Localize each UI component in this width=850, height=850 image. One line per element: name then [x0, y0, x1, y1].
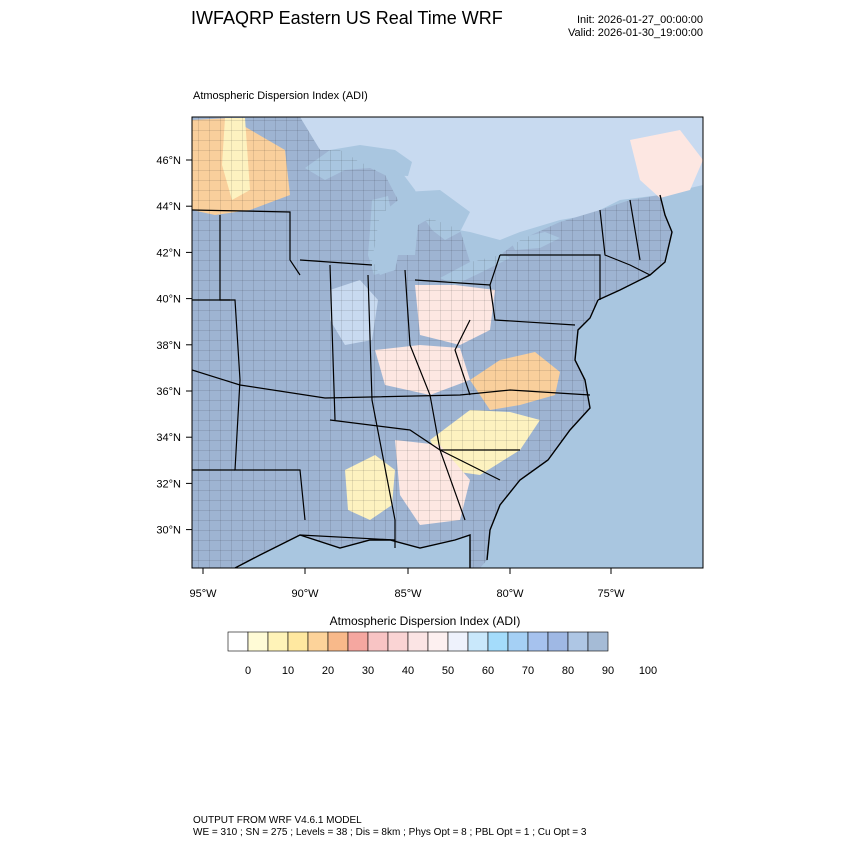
model-info-line-2: WE = 310 ; SN = 275 ; Levels = 38 ; Dis …	[193, 827, 587, 838]
colorbar-tick-label: 0	[245, 665, 251, 677]
colorbar-tick-label: 20	[322, 665, 334, 677]
colorbar-swatch	[267, 631, 289, 652]
colorbar-swatch	[387, 631, 409, 652]
state-borders	[192, 199, 651, 548]
longitude-label: 85°W	[394, 588, 422, 600]
colorbar-tick-label: 90	[602, 665, 614, 677]
colorbar-tick-labels: 0 10 20 30 40 50 60 70 80 90 100	[245, 665, 657, 677]
longitude-label: 80°W	[496, 588, 524, 600]
colorbar-tick-label: 80	[562, 665, 574, 677]
page-title: IWFAQRP Eastern US Real Time WRF	[191, 8, 503, 28]
latitude-label: 30°N	[156, 525, 181, 537]
longitude-label: 95°W	[189, 588, 217, 600]
model-info-line-1: OUTPUT FROM WRF V4.6.1 MODEL	[193, 815, 362, 826]
canada-land	[300, 117, 703, 240]
colorbar-swatch	[287, 631, 309, 652]
latitude-label: 46°N	[156, 155, 181, 167]
init-time: Init: 2026-01-27_00:00:00	[577, 14, 703, 26]
adi-region-new-england	[630, 130, 703, 198]
coastlines	[234, 194, 673, 568]
colorbar-tick-label: 70	[522, 665, 534, 677]
colorbar-tick-label: 50	[442, 665, 454, 677]
colorbar-swatch	[447, 631, 469, 652]
colorbar-tick-label: 30	[362, 665, 374, 677]
valid-time: Valid: 2026-01-30_19:00:00	[568, 27, 703, 39]
map-frame	[191, 116, 704, 569]
colorbar-swatch	[587, 631, 609, 652]
colorbar-swatch	[567, 631, 589, 652]
latitude-label: 42°N	[156, 247, 181, 259]
map-figure: 46°N 44°N 42°N 40°N 38°N 36°N 34°N 32°N 30°N 95°…	[156, 116, 704, 677]
longitude-labels: 95°W 90°W 85°W 80°W 75°W	[189, 568, 625, 600]
colorbar-swatch	[487, 631, 509, 652]
colorbar-swatch	[407, 631, 429, 652]
colorbar-swatch	[347, 631, 369, 652]
colorbar	[227, 631, 609, 652]
colorbar-tick-label: 100	[639, 665, 657, 677]
latitude-label: 34°N	[156, 432, 181, 444]
longitude-label: 90°W	[291, 588, 319, 600]
colorbar-swatch	[507, 631, 529, 652]
colorbar-swatch	[227, 631, 249, 652]
colorbar-swatch	[427, 631, 449, 652]
colorbar-swatch	[327, 631, 349, 652]
latitude-label: 32°N	[156, 478, 181, 490]
colorbar-swatch	[547, 631, 569, 652]
latitude-labels: 46°N 44°N 42°N 40°N 38°N 36°N 34°N 32°N 30°N	[156, 155, 192, 537]
field-title: Atmospheric Dispersion Index (ADI)	[193, 90, 368, 102]
longitude-label: 75°W	[597, 588, 625, 600]
colorbar-tick-label: 10	[282, 665, 294, 677]
latitude-label: 38°N	[156, 340, 181, 352]
county-borders	[192, 117, 672, 568]
colorbar-swatch	[467, 631, 489, 652]
colorbar-tick-label: 60	[482, 665, 494, 677]
colorbar-swatch	[307, 631, 329, 652]
colorbar-swatch	[367, 631, 389, 652]
colorbar-swatch	[247, 631, 269, 652]
colorbar-swatch	[527, 631, 549, 652]
latitude-label: 40°N	[156, 294, 181, 306]
map-panel	[192, 117, 703, 568]
latitude-label: 44°N	[156, 201, 181, 213]
latitude-label: 36°N	[156, 386, 181, 398]
colorbar-title: Atmospheric Dispersion Index (ADI)	[329, 614, 521, 628]
colorbar-tick-label: 40	[402, 665, 414, 677]
